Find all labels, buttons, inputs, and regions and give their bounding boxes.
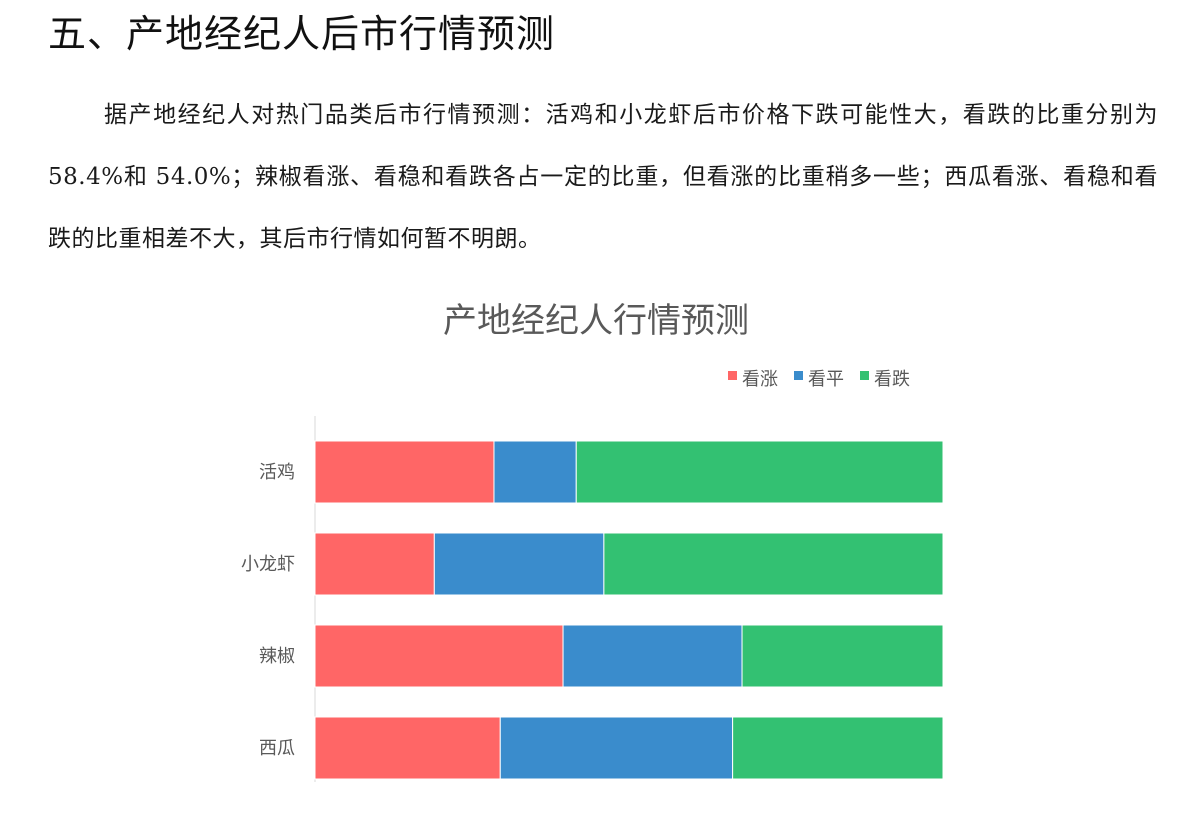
category-label: 西瓜	[259, 738, 295, 759]
bar-segment	[314, 624, 564, 688]
bar-segment	[732, 716, 944, 780]
chart-legend: 看涨 看平 看跌	[728, 369, 910, 390]
legend-label: 看涨	[742, 369, 778, 390]
forecast-chart: 产地经纪人行情预测 看涨 看平 看跌 活鸡小龙虾辣椒西瓜	[200, 280, 1000, 800]
category-label: 辣椒	[259, 646, 295, 667]
category-label: 小龙虾	[241, 554, 295, 575]
bar-segment	[493, 440, 577, 504]
bar-segment	[603, 532, 944, 596]
chart-title: 产地经纪人行情预测	[443, 301, 749, 341]
category-label: 活鸡	[259, 462, 295, 483]
section-heading: 五、产地经纪人后市行情预测	[48, 12, 556, 56]
bars	[314, 440, 944, 780]
bar-segment	[562, 624, 743, 688]
bar-segment	[575, 440, 944, 504]
legend-swatch	[794, 371, 803, 380]
legend-label: 看平	[808, 369, 844, 390]
legend-swatch	[860, 371, 869, 380]
bar-segment	[741, 624, 944, 688]
bar-segment	[314, 440, 495, 504]
bar-segment	[433, 532, 605, 596]
bar-segment	[499, 716, 734, 780]
section-paragraph: 据产地经纪人对热门品类后市行情预测：活鸡和小龙虾后市价格下跌可能性大，看跌的比重…	[48, 102, 1158, 252]
bar-segment	[314, 532, 435, 596]
bar-segment	[314, 716, 501, 780]
legend-swatch	[728, 371, 737, 380]
legend-label: 看跌	[874, 369, 910, 390]
